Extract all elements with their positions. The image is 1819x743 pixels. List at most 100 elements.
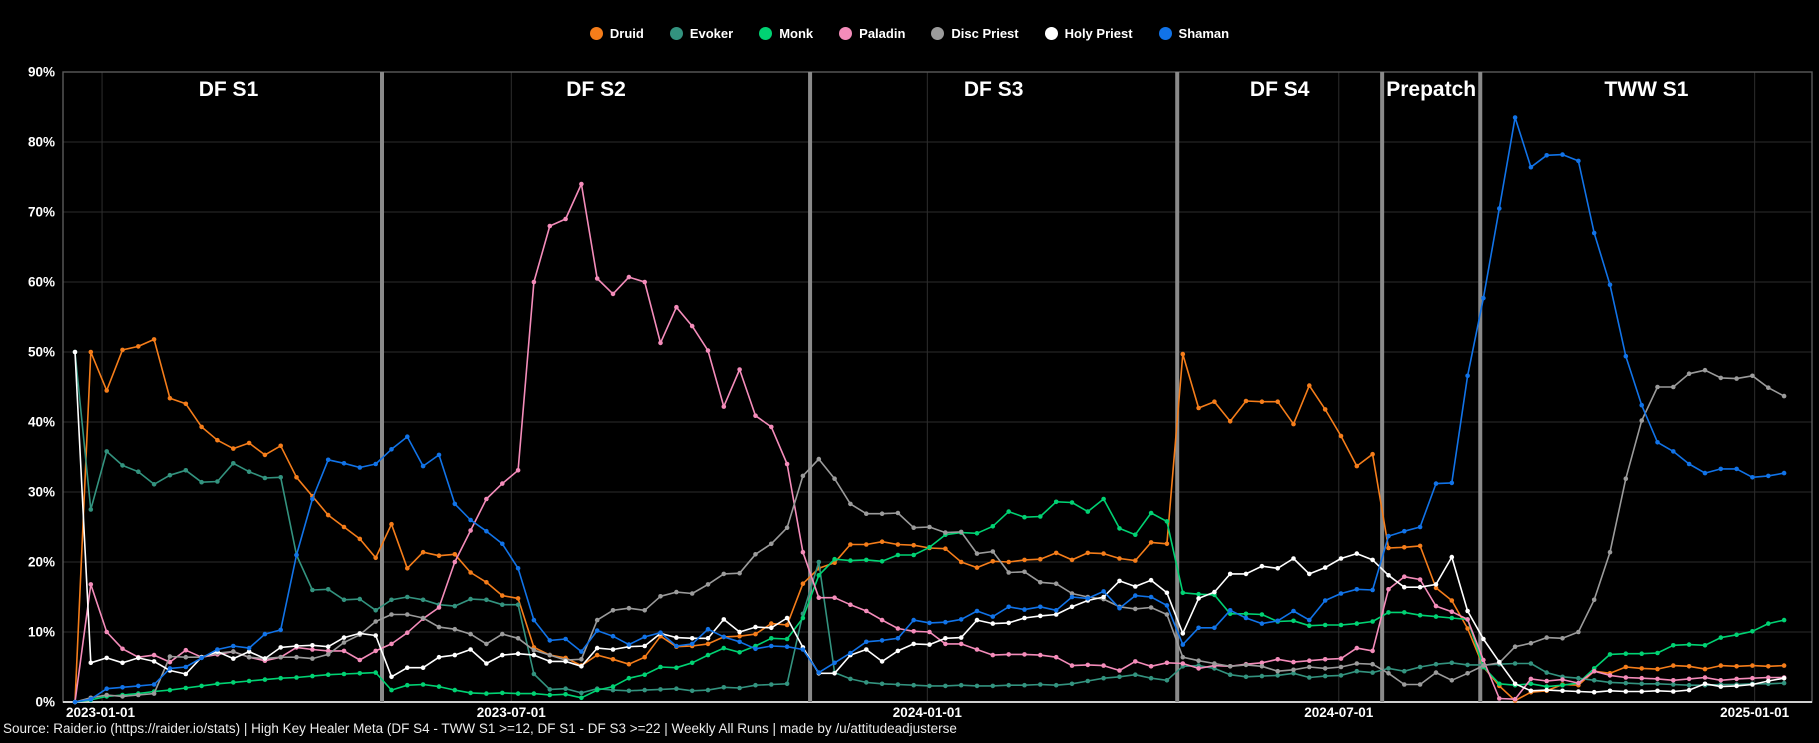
data-point — [1053, 550, 1059, 556]
data-point — [1275, 673, 1280, 678]
data-point — [246, 440, 252, 446]
data-point — [943, 546, 948, 551]
data-point — [183, 671, 189, 677]
data-point — [1686, 676, 1692, 682]
data-point — [183, 647, 189, 653]
data-point — [1750, 663, 1755, 668]
legend-item-evoker[interactable]: Evoker — [669, 26, 733, 41]
data-point — [1148, 594, 1154, 600]
data-point — [1607, 549, 1613, 555]
data-point — [911, 629, 916, 634]
data-point — [1291, 556, 1296, 561]
data-point — [1417, 612, 1423, 618]
data-point — [1544, 670, 1549, 675]
data-point — [626, 675, 632, 681]
data-point — [405, 630, 410, 635]
data-point — [1623, 680, 1629, 686]
data-point — [1101, 594, 1106, 600]
legend-label: Monk — [779, 25, 814, 41]
data-point — [1338, 556, 1344, 561]
data-point — [1417, 543, 1423, 549]
data-point — [167, 687, 173, 693]
data-point — [864, 542, 869, 547]
data-point — [626, 688, 632, 694]
data-point — [420, 597, 426, 603]
data-point — [1370, 451, 1375, 457]
y-tick-label: 60% — [28, 275, 55, 290]
data-point — [1686, 682, 1692, 688]
legend-item-monk[interactable]: Monk — [759, 26, 813, 41]
data-point — [563, 216, 568, 222]
data-point — [927, 629, 932, 635]
data-point — [325, 457, 331, 463]
data-point — [357, 596, 363, 602]
legend-item-disc-priest[interactable]: Disc Priest — [931, 26, 1019, 41]
data-point — [800, 549, 806, 555]
data-point — [1560, 688, 1565, 694]
data-point — [1022, 569, 1027, 575]
data-point — [1069, 594, 1075, 600]
data-point — [420, 682, 426, 687]
data-point — [1766, 675, 1771, 680]
data-point — [1433, 481, 1439, 486]
legend-item-druid[interactable]: Druid — [589, 26, 644, 41]
data-point — [515, 602, 521, 607]
data-point — [262, 475, 268, 481]
data-point — [563, 686, 568, 691]
legend-item-shaman[interactable]: Shaman — [1158, 26, 1229, 41]
data-point — [88, 696, 94, 702]
data-point — [895, 626, 901, 631]
data-point — [1417, 664, 1423, 670]
data-point — [1354, 668, 1360, 674]
legend-item-holy-priest[interactable]: Holy Priest — [1044, 26, 1133, 41]
data-point — [658, 664, 663, 670]
data-point — [436, 553, 442, 558]
data-point — [1053, 612, 1059, 617]
data-point — [1022, 514, 1027, 520]
legend-dot-icon — [931, 26, 945, 40]
data-point — [1133, 558, 1138, 563]
data-point — [1718, 375, 1724, 381]
data-point — [1386, 573, 1391, 578]
data-point — [1117, 674, 1122, 680]
data-point — [1180, 642, 1186, 647]
data-point — [1006, 509, 1011, 514]
data-point — [848, 501, 853, 507]
data-point — [879, 511, 885, 516]
data-point — [1006, 620, 1011, 626]
data-point — [1133, 606, 1138, 612]
data-point — [294, 654, 299, 660]
data-point — [1544, 678, 1549, 684]
data-point — [1402, 584, 1407, 590]
data-point — [784, 681, 790, 687]
data-point — [167, 666, 173, 671]
data-point — [1291, 667, 1296, 673]
data-point — [357, 631, 363, 636]
data-point — [325, 587, 331, 592]
data-point — [911, 641, 916, 647]
data-point — [864, 608, 869, 614]
data-point — [705, 641, 711, 647]
data-point — [1053, 608, 1059, 613]
data-point — [1117, 578, 1122, 584]
data-point — [1275, 399, 1280, 405]
data-point — [563, 636, 568, 642]
x-tick-label: 2024-01-01 — [893, 705, 963, 720]
data-point — [1117, 605, 1122, 611]
data-point — [1655, 650, 1660, 656]
data-point — [737, 650, 742, 655]
legend-item-paladin[interactable]: Paladin — [839, 26, 905, 41]
data-point — [183, 664, 189, 670]
data-point — [1528, 164, 1534, 170]
x-tick-label: 2024-07-01 — [1304, 705, 1374, 720]
data-point — [1117, 526, 1122, 531]
data-point — [958, 559, 964, 565]
data-point — [1702, 367, 1708, 373]
series-line — [74, 369, 1785, 703]
data-point — [1528, 688, 1534, 694]
data-point — [1671, 689, 1676, 694]
data-point — [927, 620, 932, 626]
y-tick-label: 20% — [28, 555, 55, 570]
data-point — [1053, 682, 1059, 688]
data-point — [1766, 385, 1771, 391]
